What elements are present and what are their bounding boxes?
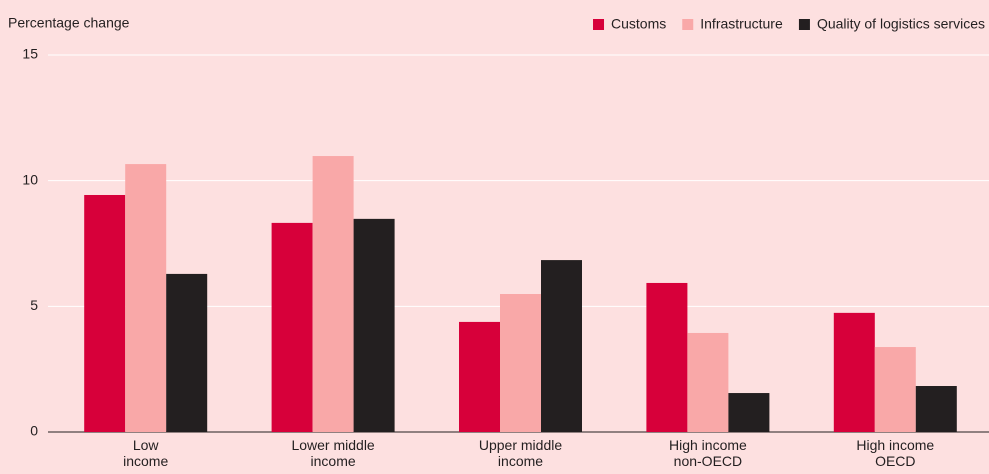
legend-item: Quality of logistics services bbox=[798, 16, 985, 32]
bar bbox=[728, 393, 770, 432]
x-tick-label: Upper middle income bbox=[479, 437, 562, 469]
bar bbox=[353, 218, 395, 432]
bar bbox=[84, 194, 126, 432]
y-tick-label: 0 bbox=[30, 423, 38, 439]
bar bbox=[271, 222, 313, 432]
legend-label: Quality of logistics services bbox=[817, 16, 985, 32]
bar bbox=[125, 164, 167, 432]
legend-label: Infrastructure bbox=[700, 16, 783, 32]
legend-label: Customs bbox=[611, 16, 666, 32]
x-tick-label: Low income bbox=[123, 437, 168, 469]
y-axis-label: Percentage change bbox=[8, 15, 130, 31]
legend-swatch bbox=[593, 19, 605, 30]
bar bbox=[500, 294, 541, 432]
y-tick-label: 10 bbox=[22, 171, 38, 187]
legend-item: Customs bbox=[593, 16, 666, 32]
bar bbox=[312, 156, 354, 432]
y-tick-label: 15 bbox=[22, 46, 38, 62]
bar bbox=[687, 332, 729, 432]
x-tick-label: Lower middle income bbox=[291, 437, 374, 469]
legend-swatch bbox=[798, 19, 810, 30]
bar bbox=[541, 260, 582, 432]
bar bbox=[646, 282, 688, 432]
x-tick-label: High income non-OECD bbox=[669, 437, 747, 469]
y-tick-label: 5 bbox=[30, 297, 38, 313]
bar bbox=[915, 386, 957, 432]
legend-item: Infrastructure bbox=[682, 16, 783, 32]
bar bbox=[833, 312, 875, 432]
bar bbox=[459, 321, 500, 432]
bar bbox=[874, 347, 916, 432]
legend-swatch bbox=[682, 19, 694, 30]
x-tick-label: High income OECD bbox=[856, 437, 934, 469]
bar bbox=[166, 273, 208, 432]
